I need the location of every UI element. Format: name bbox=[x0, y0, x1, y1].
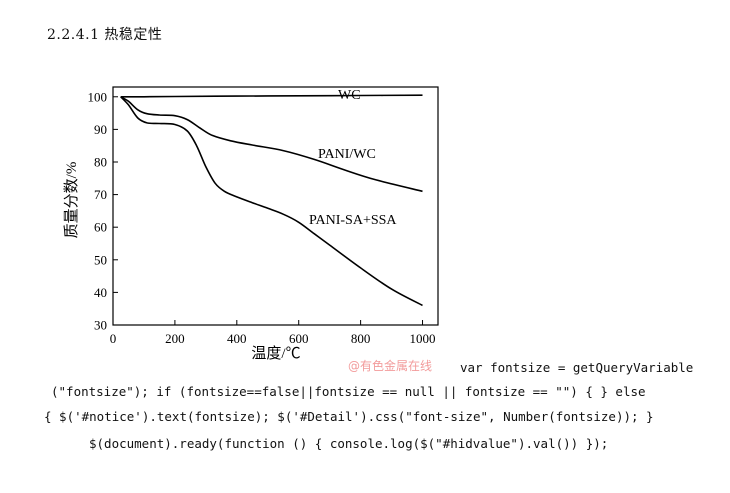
x-tick-label: 0 bbox=[110, 331, 117, 346]
y-tick-label: 70 bbox=[94, 187, 107, 202]
y-tick-label: 40 bbox=[94, 285, 107, 300]
x-tick-label: 600 bbox=[289, 331, 309, 346]
code-line-2: ("fontsize"); if (fontsize==false||fonts… bbox=[51, 384, 646, 399]
series-label-pani-sa-ssa: PANI-SA+SSA bbox=[309, 213, 397, 228]
plot-frame bbox=[112, 86, 439, 326]
y-tick-label: 30 bbox=[94, 318, 107, 333]
x-tick-label: 400 bbox=[227, 331, 247, 346]
y-tick-label: 90 bbox=[94, 122, 107, 137]
watermark: @有色金属在线 bbox=[348, 359, 433, 373]
series-label-pani-wc: PANI/WC bbox=[318, 147, 376, 162]
x-tick-label: 1000 bbox=[410, 331, 436, 346]
series-line-wc bbox=[120, 94, 423, 98]
xlabel: 温度/℃ bbox=[251, 345, 300, 360]
series-label-wc: WC bbox=[338, 88, 361, 103]
tga-chart: 0 200 400 600 800 1000 30 40 50 60 70 80 90 100 质量分数/… bbox=[63, 86, 439, 360]
section-heading: 2.2.4.1 热稳定性 bbox=[47, 27, 163, 43]
y-tick-label: 100 bbox=[88, 89, 108, 104]
code-line-3: { $('#notice').text(fontsize); $('#Detai… bbox=[44, 409, 654, 424]
y-tick-label: 60 bbox=[94, 220, 107, 235]
code-line-4: $(document).ready(function () { console.… bbox=[89, 436, 609, 451]
series-line-pani-sa-ssa bbox=[120, 96, 423, 307]
x-tick-label: 200 bbox=[165, 331, 185, 346]
y-tick-label: 50 bbox=[94, 252, 107, 267]
series-line-pani-wc bbox=[120, 96, 423, 193]
y-tick-label: 80 bbox=[94, 154, 107, 169]
x-tick-label: 800 bbox=[351, 331, 371, 346]
ylabel: 质量分数/% bbox=[63, 162, 80, 239]
code-line-1: var fontsize = getQueryVariable bbox=[460, 360, 694, 375]
plot-area: 0 200 400 600 800 1000 30 40 50 60 70 80 90 100 bbox=[88, 86, 439, 346]
